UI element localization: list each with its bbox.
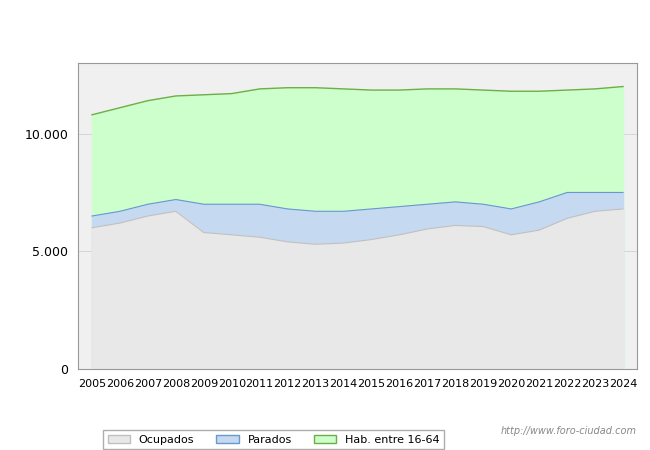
Legend: Ocupados, Parados, Hab. entre 16-64: Ocupados, Parados, Hab. entre 16-64: [103, 430, 444, 449]
Text: http://www.foro-ciudad.com: http://www.foro-ciudad.com: [501, 427, 637, 436]
Text: El Astillero - Evolucion de la poblacion en edad de Trabajar Mayo de 2024: El Astillero - Evolucion de la poblacion…: [38, 20, 612, 34]
